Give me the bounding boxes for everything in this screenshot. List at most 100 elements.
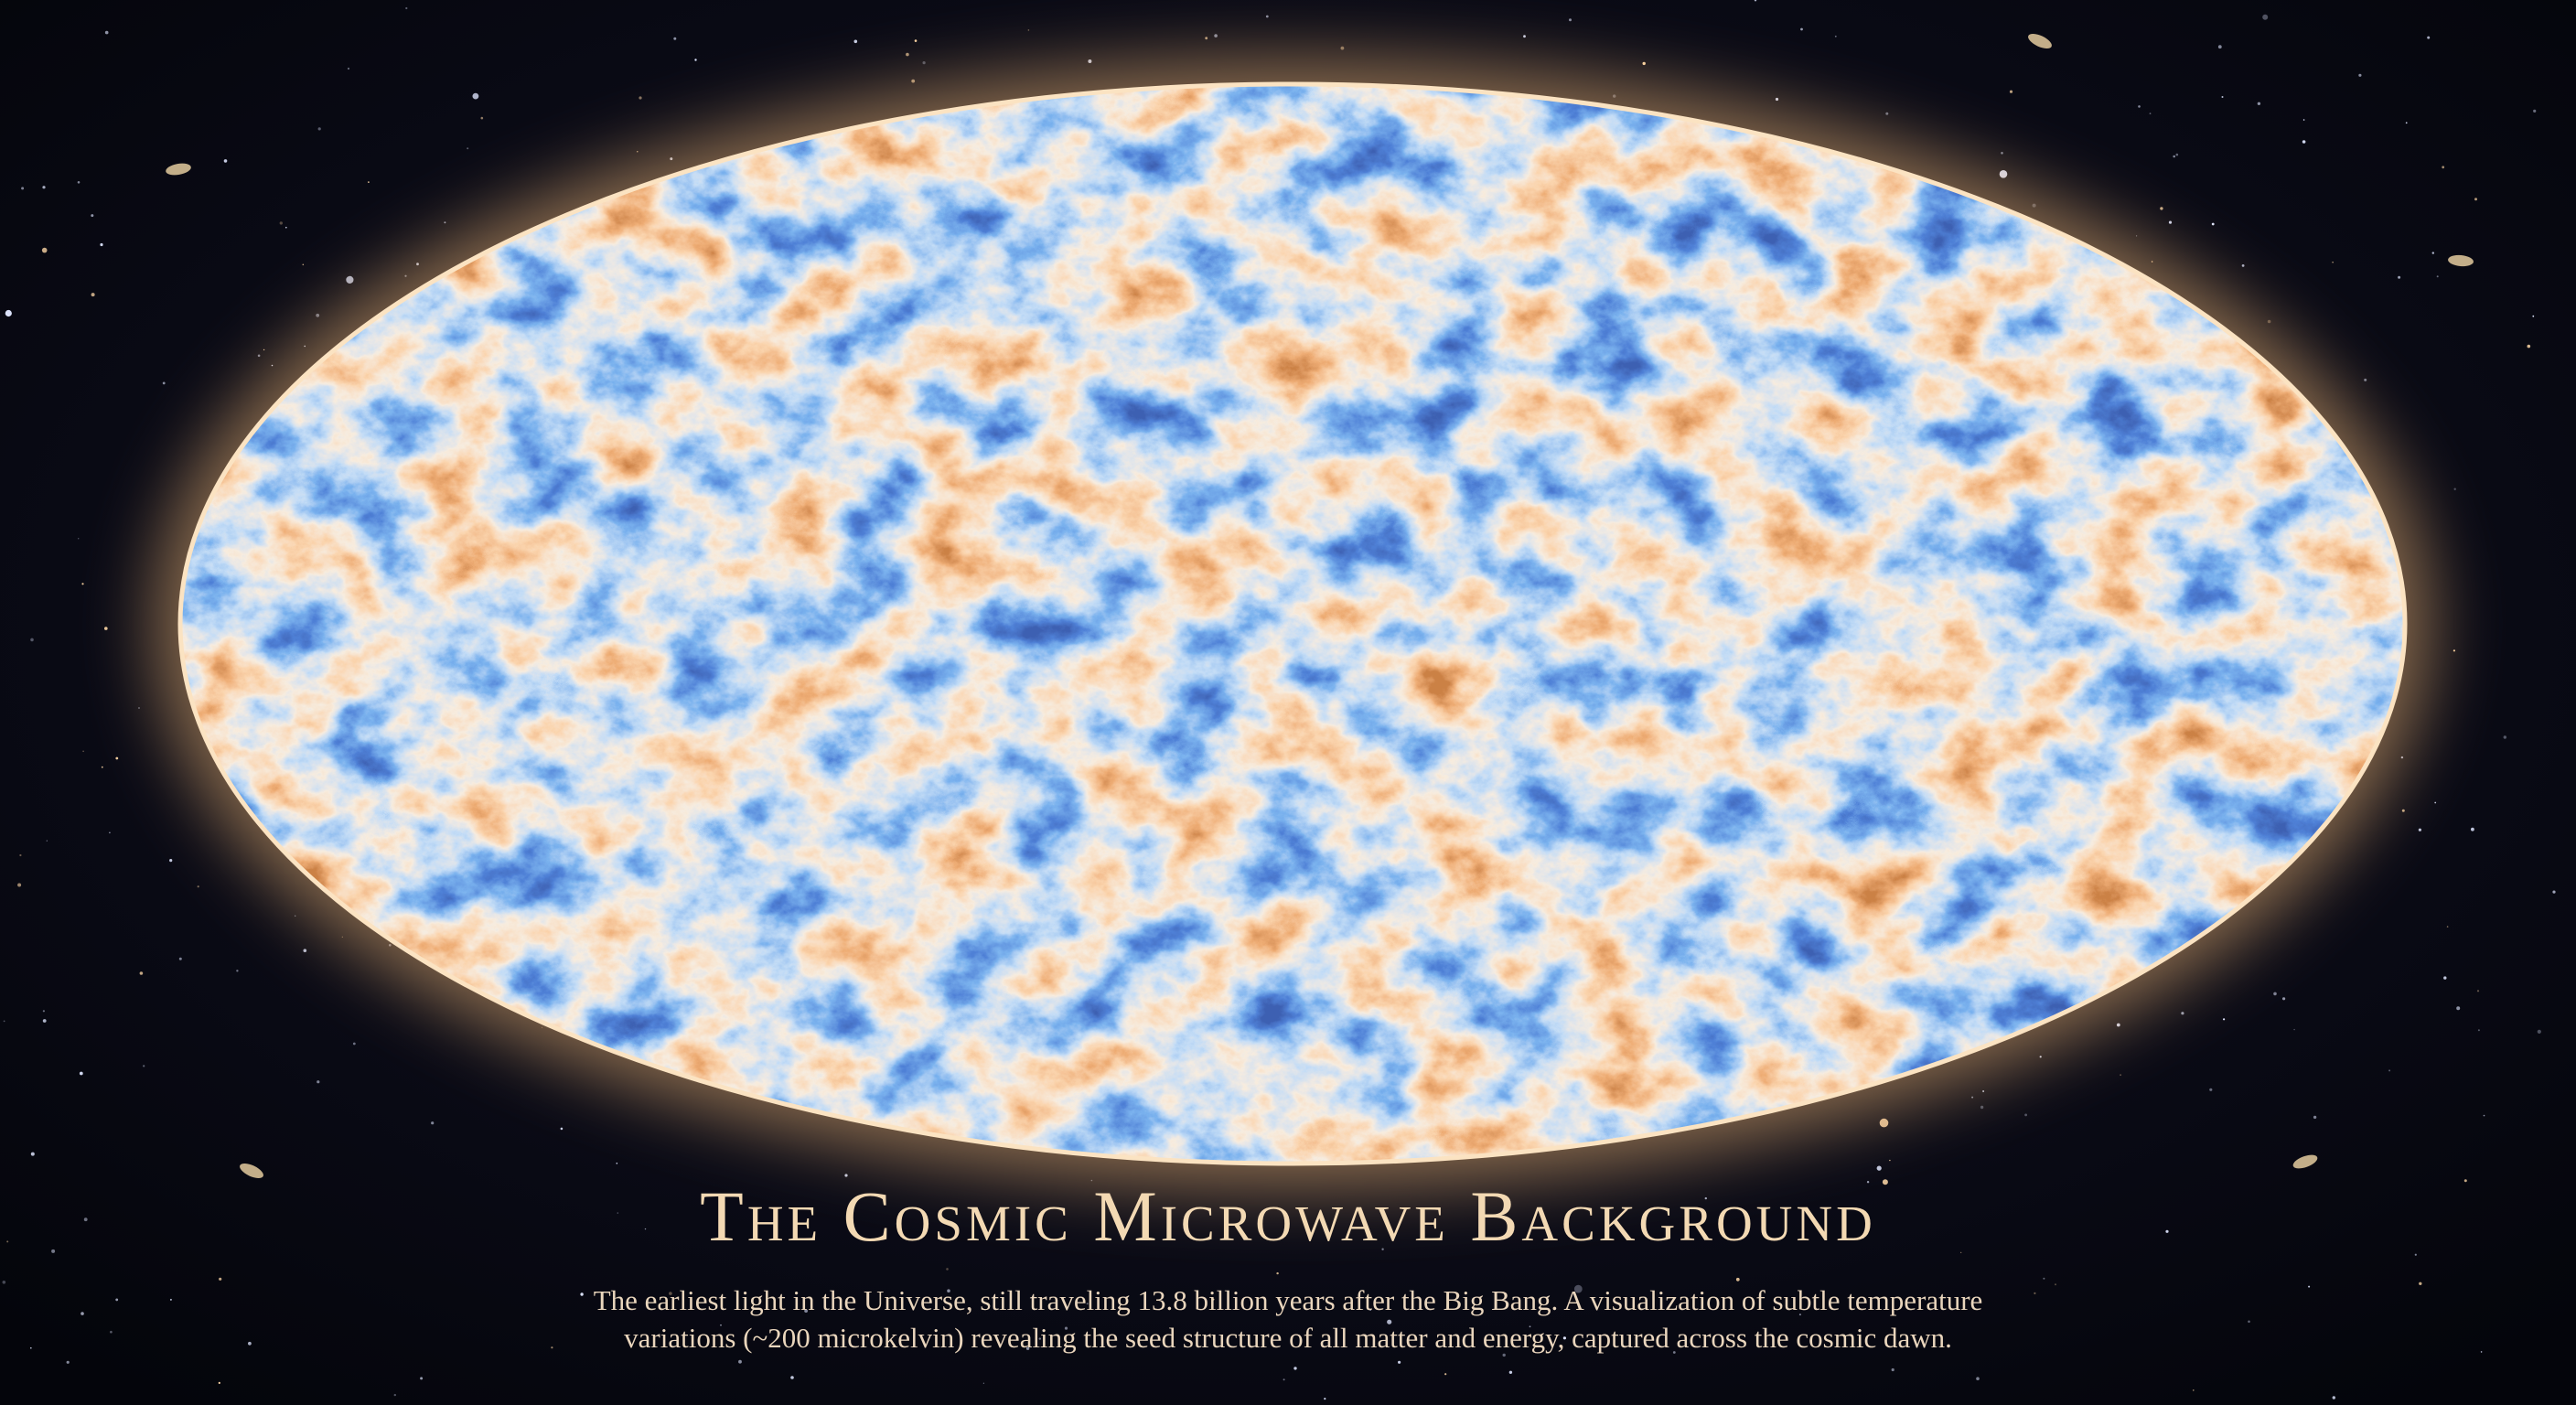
star — [2398, 275, 2401, 279]
star — [100, 242, 103, 247]
star — [303, 949, 307, 952]
star — [236, 970, 239, 972]
star — [169, 1298, 172, 1301]
star — [617, 1212, 618, 1214]
star — [2427, 36, 2431, 39]
star — [2160, 207, 2163, 210]
star — [911, 79, 916, 83]
star — [2, 1281, 6, 1284]
star — [914, 39, 918, 42]
star — [1387, 1319, 1392, 1325]
star — [279, 221, 283, 225]
star — [1038, 1337, 1042, 1340]
star — [1573, 1284, 1583, 1293]
star — [804, 1309, 808, 1313]
star — [109, 831, 111, 834]
star — [21, 187, 25, 190]
star — [368, 181, 370, 183]
galaxy — [2448, 254, 2474, 267]
star — [2273, 992, 2277, 996]
star — [271, 364, 274, 367]
star — [946, 1268, 949, 1271]
star — [444, 221, 446, 224]
star — [2453, 488, 2456, 490]
star — [2483, 1114, 2485, 1117]
star — [51, 1249, 56, 1253]
star — [1369, 1308, 1372, 1311]
star — [197, 885, 199, 888]
star — [853, 39, 858, 44]
star — [1340, 46, 1345, 50]
star — [42, 186, 46, 189]
star — [790, 1376, 794, 1379]
star — [2193, 1389, 2195, 1391]
star — [2537, 1029, 2541, 1034]
star — [2221, 96, 2224, 98]
star — [82, 750, 84, 753]
star — [81, 583, 84, 585]
star — [42, 1019, 47, 1023]
star — [1025, 1346, 1030, 1350]
star — [1398, 1360, 1401, 1364]
star — [2173, 155, 2175, 158]
star — [2039, 1056, 2042, 1058]
star — [922, 61, 926, 65]
star — [218, 1381, 220, 1384]
star — [5, 309, 12, 317]
star — [637, 151, 639, 153]
star — [1214, 34, 1218, 38]
star — [143, 1065, 145, 1067]
star — [1502, 1353, 1506, 1357]
star — [2248, 1320, 2250, 1324]
star — [2446, 926, 2449, 928]
star — [472, 92, 479, 100]
star — [2149, 113, 2152, 114]
star — [431, 1121, 435, 1125]
star — [844, 1174, 848, 1177]
star — [393, 1393, 396, 1397]
star — [302, 263, 305, 266]
map-border — [177, 81, 2408, 1166]
star — [80, 1312, 84, 1315]
star — [2120, 1074, 2122, 1077]
star — [1064, 1326, 1068, 1330]
star — [2477, 1029, 2480, 1032]
title: The Cosmic Microwave Background — [700, 1176, 1876, 1256]
star — [405, 6, 408, 10]
star — [2165, 1229, 2169, 1233]
star — [2419, 1282, 2422, 1286]
star — [91, 214, 94, 218]
star — [2434, 801, 2437, 804]
star — [1086, 1303, 1089, 1305]
star — [3, 1020, 5, 1023]
star — [2332, 1396, 2335, 1400]
star — [906, 52, 909, 57]
star — [2532, 315, 2535, 317]
star — [1324, 1398, 1326, 1400]
star — [66, 1360, 70, 1364]
star — [2431, 252, 2434, 254]
star — [1444, 1373, 1447, 1376]
caption-line: The earliest light in the Universe, stil… — [594, 1284, 1983, 1316]
star — [2043, 1277, 2045, 1280]
star — [2257, 102, 2261, 106]
star — [1569, 18, 1572, 22]
star — [110, 1330, 113, 1334]
star — [2009, 90, 2013, 93]
star — [1276, 1271, 1279, 1275]
galaxy — [2028, 33, 2052, 49]
star — [2364, 378, 2367, 381]
star — [1088, 59, 1092, 63]
star — [1866, 1181, 1870, 1184]
star — [104, 627, 108, 630]
star — [720, 1324, 722, 1326]
star — [2267, 319, 2271, 324]
star — [257, 354, 261, 358]
star — [694, 59, 697, 61]
star — [30, 1346, 32, 1349]
star — [2055, 1283, 2056, 1286]
star — [219, 1277, 222, 1281]
star — [78, 538, 80, 540]
